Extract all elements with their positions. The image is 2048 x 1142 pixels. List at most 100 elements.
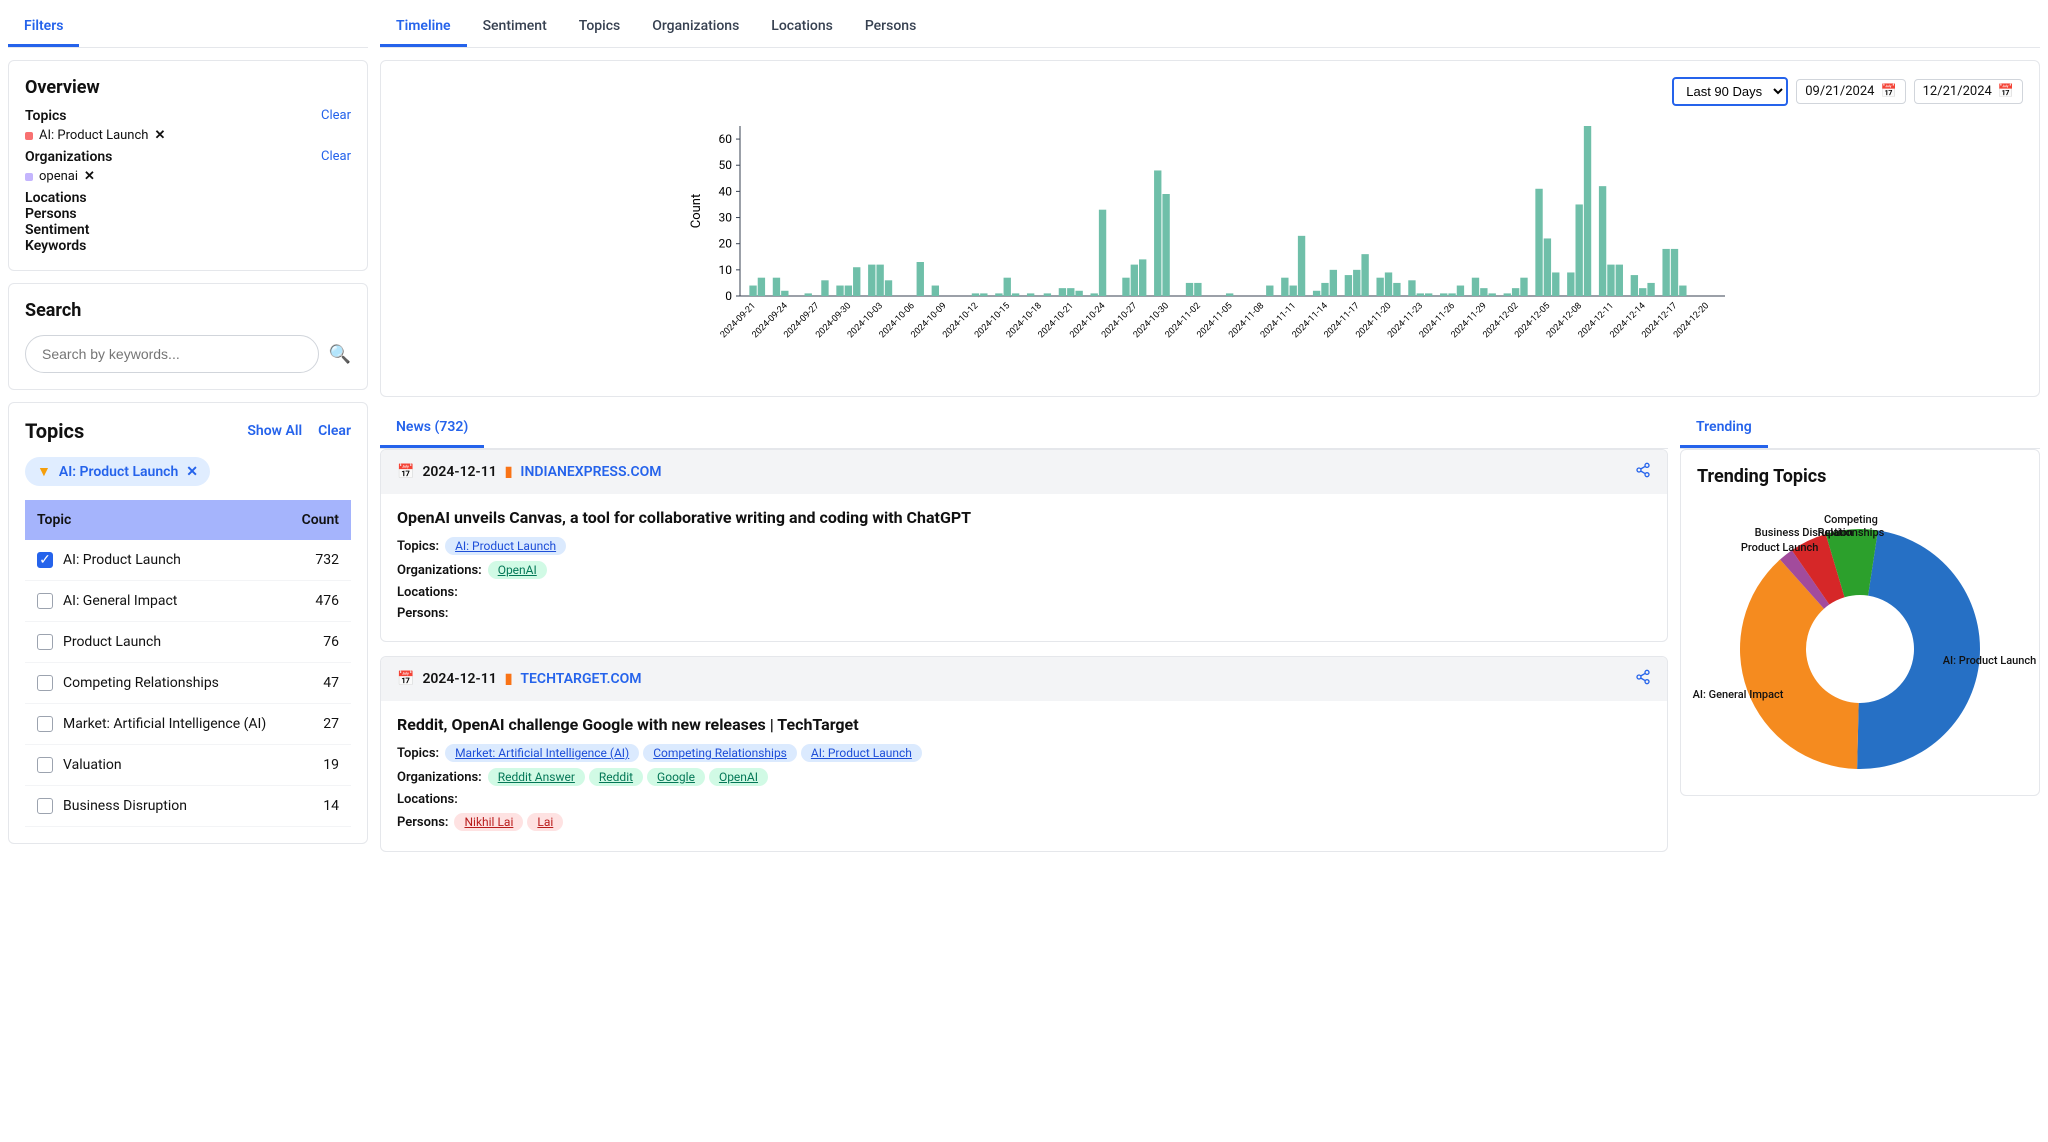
- topic-tag[interactable]: AI: Product Launch: [801, 744, 922, 762]
- topic-tag[interactable]: Market: Artificial Intelligence (AI): [445, 744, 639, 762]
- col-count: Count: [287, 500, 351, 540]
- overview-panel: Overview Topics Clear AI: Product Launch…: [8, 60, 368, 271]
- date-range-select[interactable]: Last 90 Days: [1672, 77, 1788, 106]
- news-title[interactable]: Reddit, OpenAI challenge Google with new…: [397, 715, 1651, 734]
- table-row[interactable]: Business Disruption 14: [25, 786, 351, 827]
- topic-checkbox[interactable]: ✓: [37, 552, 53, 568]
- chip-text: openai: [39, 169, 78, 184]
- donut-slice-label: Product Launch: [1730, 541, 1830, 554]
- topic-count: 14: [287, 786, 351, 827]
- org-tag[interactable]: OpenAI: [488, 561, 547, 579]
- table-row[interactable]: AI: General Impact476: [25, 581, 351, 622]
- search-panel: Search 🔍: [8, 283, 368, 390]
- share-icon[interactable]: [1635, 462, 1651, 482]
- filter-icon: ▼: [37, 463, 51, 480]
- overview-title: Overview: [25, 77, 351, 98]
- person-tag[interactable]: Nikhil Lai: [454, 813, 523, 831]
- topic-checkbox[interactable]: [37, 593, 53, 609]
- clear-topics-link[interactable]: Clear: [321, 108, 351, 123]
- clear-orgs-link[interactable]: Clear: [321, 149, 351, 164]
- table-row[interactable]: Product Launch76: [25, 622, 351, 663]
- tab-topics[interactable]: Topics: [563, 8, 636, 47]
- tab-news[interactable]: News (732): [380, 409, 484, 448]
- remove-org-chip[interactable]: ✕: [84, 169, 95, 184]
- svg-text:60: 60: [719, 132, 733, 146]
- chip-dot-icon: [25, 173, 33, 181]
- topic-checkbox[interactable]: [37, 675, 53, 691]
- news-source[interactable]: INDIANEXPRESS.COM: [520, 464, 661, 480]
- trending-tab-bar: Trending: [1680, 409, 2040, 449]
- svg-text:40: 40: [719, 184, 733, 198]
- news-date: 2024-12-11: [422, 671, 496, 687]
- topic-name: Product Launch: [63, 634, 161, 650]
- org-tag[interactable]: OpenAI: [709, 768, 768, 786]
- topic-checkbox[interactable]: [37, 798, 53, 814]
- search-input[interactable]: [25, 335, 319, 373]
- person-tag[interactable]: Lai: [527, 813, 563, 831]
- topic-name: AI: General Impact: [63, 593, 177, 609]
- news-title[interactable]: OpenAI unveils Canvas, a tool for collab…: [397, 508, 1651, 527]
- tab-persons[interactable]: Persons: [849, 8, 932, 47]
- topic-checkbox[interactable]: [37, 716, 53, 732]
- overview-orgs-label: Organizations: [25, 149, 112, 165]
- date-to-input[interactable]: 12/21/2024 📅: [1914, 79, 2023, 104]
- table-row[interactable]: Competing Relationships47: [25, 663, 351, 704]
- topic-tag[interactable]: AI: Product Launch: [445, 537, 566, 555]
- calendar-icon: 📅: [397, 671, 414, 687]
- table-row[interactable]: Valuation19: [25, 745, 351, 786]
- calendar-icon: 📅: [1998, 84, 2014, 99]
- overview-keywords-label: Keywords: [25, 238, 351, 254]
- search-button[interactable]: 🔍: [329, 344, 351, 365]
- overview-locations-label: Locations: [25, 190, 351, 206]
- tab-locations[interactable]: Locations: [755, 8, 849, 47]
- search-icon: 🔍: [329, 344, 351, 364]
- table-row[interactable]: Market: Artificial Intelligence (AI) 27: [25, 704, 351, 745]
- tab-sentiment[interactable]: Sentiment: [467, 8, 563, 47]
- show-all-link[interactable]: Show All: [247, 423, 302, 439]
- topic-name: Market: Artificial Intelligence (AI): [63, 716, 266, 732]
- svg-text:20: 20: [719, 237, 733, 251]
- svg-text:0: 0: [725, 289, 732, 303]
- table-row[interactable]: ✓AI: Product Launch732: [25, 540, 351, 581]
- remove-active-topic[interactable]: ✕: [186, 464, 198, 480]
- share-icon[interactable]: [1635, 669, 1651, 689]
- date-from-input[interactable]: 09/21/2024 📅: [1796, 79, 1905, 104]
- org-label: Organizations:: [397, 563, 482, 578]
- org-tag[interactable]: Google: [647, 768, 705, 786]
- tab-trending[interactable]: Trending: [1680, 409, 1768, 448]
- topic-label: Topics:: [397, 746, 439, 761]
- search-title: Search: [25, 300, 351, 321]
- org-tag[interactable]: Reddit Answer: [488, 768, 585, 786]
- col-topic: Topic: [25, 500, 287, 540]
- topic-name: AI: Product Launch: [63, 552, 181, 568]
- topic-count: 19: [287, 745, 351, 786]
- topic-name: Business Disruption: [63, 798, 187, 814]
- main-tab-bar: TimelineSentimentTopicsOrganizationsLoca…: [380, 8, 2040, 48]
- tab-filters[interactable]: Filters: [8, 8, 79, 47]
- clear-topics-panel-link[interactable]: Clear: [318, 423, 351, 439]
- svg-text:Count: Count: [689, 194, 704, 228]
- person-label: Persons:: [397, 815, 448, 830]
- topic-count: 27: [287, 704, 351, 745]
- org-tag[interactable]: Reddit: [589, 768, 643, 786]
- remove-topic-chip[interactable]: ✕: [154, 128, 165, 143]
- news-source[interactable]: TECHTARGET.COM: [520, 671, 641, 687]
- timeline-bar-chart: 0102030405060Count2024-09-212024-09-2420…: [397, 116, 2023, 376]
- trending-title: Trending Topics: [1697, 466, 2023, 487]
- donut-slice-label: AI: General Impact: [1688, 688, 1788, 701]
- topic-checkbox[interactable]: [37, 757, 53, 773]
- loc-label: Locations:: [397, 585, 458, 600]
- calendar-icon: 📅: [397, 464, 414, 480]
- topic-checkbox[interactable]: [37, 634, 53, 650]
- chip-text: AI: Product Launch: [39, 128, 148, 143]
- news-card: 📅 2024-12-11 ▮ TECHTARGET.COMReddit, Ope…: [380, 656, 1668, 852]
- org-label: Organizations:: [397, 770, 482, 785]
- calendar-icon: 📅: [1880, 84, 1896, 99]
- topic-tag[interactable]: Competing Relationships: [643, 744, 797, 762]
- tab-organizations[interactable]: Organizations: [636, 8, 755, 47]
- tab-timeline[interactable]: Timeline: [380, 8, 467, 47]
- topic-count: 47: [287, 663, 351, 704]
- topics-table: Topic Count ✓AI: Product Launch732AI: Ge…: [25, 500, 351, 827]
- topics-panel: Topics Show All Clear ▼ AI: Product Laun…: [8, 402, 368, 844]
- person-label: Persons:: [397, 606, 448, 621]
